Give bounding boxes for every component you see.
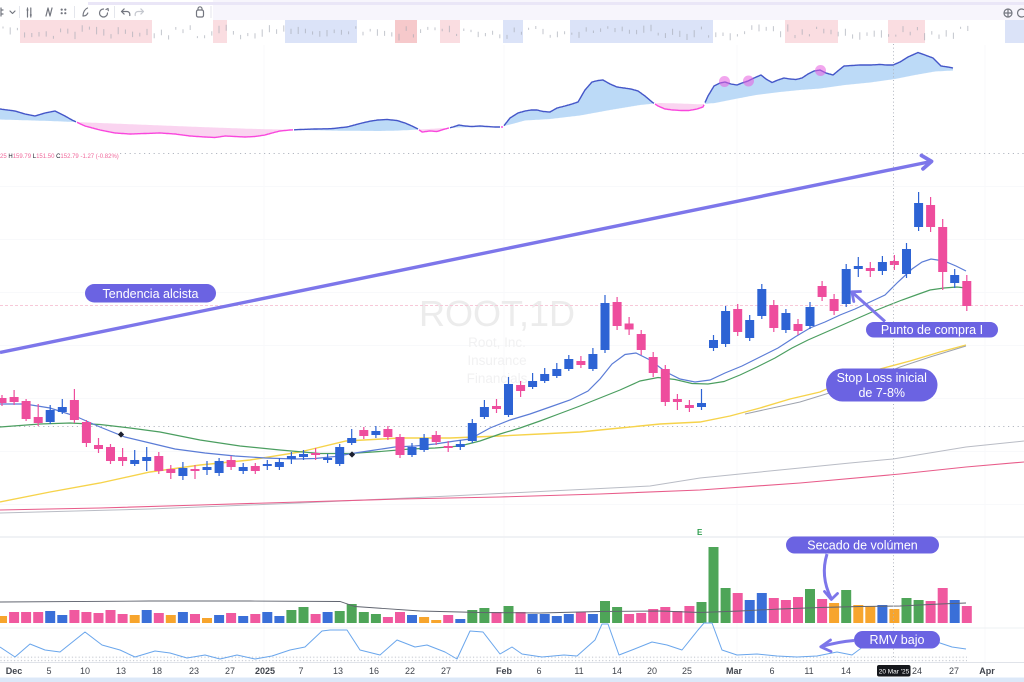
svg-text:23: 23 (189, 666, 199, 676)
svg-text:Insurance: Insurance (467, 353, 526, 368)
svg-text:6: 6 (769, 666, 774, 676)
svg-text:25: 25 (682, 666, 692, 676)
svg-text:27: 27 (225, 666, 235, 676)
svg-text:16: 16 (369, 666, 379, 676)
svg-text:RMV bajo: RMV bajo (870, 633, 925, 647)
svg-text:25 H159.79 L151.50 C152.79 -1.: 25 H159.79 L151.50 C152.79 -1.27 (-0.82%… (0, 154, 119, 160)
svg-text:Dec: Dec (6, 666, 23, 676)
svg-text:de 7-8%: de 7-8% (858, 386, 905, 400)
svg-text:Stop Loss inicial: Stop Loss inicial (837, 371, 927, 385)
svg-text:Root, Inc.: Root, Inc. (468, 335, 526, 350)
svg-text:13: 13 (116, 666, 126, 676)
svg-text:Apr: Apr (979, 666, 995, 676)
svg-text:5: 5 (46, 666, 51, 676)
svg-text:ROOT,1D: ROOT,1D (419, 293, 575, 334)
svg-text:11: 11 (804, 666, 813, 676)
svg-text:13: 13 (333, 666, 343, 676)
svg-text:Tendencia alcista: Tendencia alcista (103, 287, 199, 301)
svg-text:27: 27 (441, 666, 451, 676)
svg-text:20: 20 (647, 666, 657, 676)
svg-text:2025: 2025 (255, 666, 275, 676)
svg-text:6: 6 (536, 666, 541, 676)
svg-text:Financials: Financials (467, 371, 528, 386)
svg-text:24: 24 (912, 666, 922, 676)
svg-text:10: 10 (80, 666, 90, 676)
svg-text:18: 18 (152, 666, 162, 676)
svg-text:Mar: Mar (726, 666, 743, 676)
svg-text:22: 22 (405, 666, 415, 676)
svg-text:E: E (697, 528, 703, 537)
svg-text:7: 7 (298, 666, 303, 676)
svg-text:Feb: Feb (496, 666, 513, 676)
svg-text:Punto de compra I: Punto de compra I (881, 323, 983, 337)
svg-text:27: 27 (949, 666, 959, 676)
svg-text:14: 14 (841, 666, 851, 676)
svg-text:20 Mar '25: 20 Mar '25 (879, 669, 910, 676)
svg-text:Secado de volúmen: Secado de volúmen (807, 539, 918, 553)
svg-text:14: 14 (612, 666, 622, 676)
svg-text:11: 11 (574, 666, 583, 676)
